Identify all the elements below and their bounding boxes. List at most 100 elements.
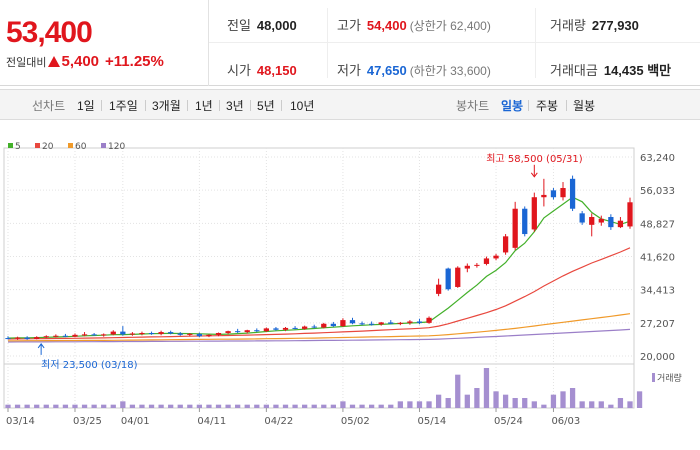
volume-bar: [397, 401, 403, 408]
tab-daily[interactable]: 일봉: [501, 99, 524, 113]
tab-1y[interactable]: 1년: [195, 99, 213, 113]
candle-body: [81, 334, 88, 336]
volume-bar: [502, 394, 509, 408]
candle-body: [541, 194, 547, 198]
candle-body: [215, 332, 222, 335]
tab-weekly[interactable]: 주봉: [536, 99, 559, 113]
legend-swatch-120: [101, 143, 106, 148]
price-box: 53,400 전일대비 5,400 +11.25%: [0, 0, 209, 86]
candle-body: [589, 217, 595, 225]
volume-bar: [550, 394, 557, 408]
volume-bar: [53, 404, 59, 408]
volume-bar: [91, 404, 97, 408]
volume-bar: [340, 401, 346, 408]
volume-bar: [215, 404, 222, 408]
tab-1w[interactable]: 1주일: [109, 99, 138, 113]
candle-body: [493, 255, 499, 259]
candle-body: [177, 333, 183, 335]
candle-body: [579, 213, 585, 223]
volume-bar: [378, 404, 384, 408]
candle-body: [330, 323, 336, 327]
volume-bar: [302, 404, 308, 408]
volume-bar: [617, 398, 624, 408]
volume-bar: [43, 404, 49, 408]
volume-bar: [273, 404, 279, 408]
x-tick-label: 05/24: [494, 416, 523, 427]
candle-body: [139, 332, 145, 334]
stat-low: 저가 47,650 (하한가 33,600): [337, 63, 491, 78]
volume-bar: [455, 374, 461, 408]
current-price: 53,400: [6, 16, 93, 49]
volume-bar: [569, 388, 576, 408]
high-annotation: 최고 58,500 (05/31): [486, 153, 582, 165]
stat-open: 시가 48,150: [227, 63, 297, 78]
volume-bar: [368, 404, 375, 408]
candle-body: [359, 323, 365, 325]
candle-body: [474, 264, 480, 266]
price-summary-panel: 53,400 전일대비 5,400 +11.25% 전일 48,000 고가 54,40…: [0, 0, 700, 86]
candle-body: [254, 330, 260, 332]
volume-bar: [636, 391, 643, 408]
candle-body: [426, 317, 432, 323]
volume-bar: [5, 404, 11, 408]
x-tick-label: 04/22: [264, 416, 293, 427]
volume-bar: [292, 404, 298, 408]
volume-bar: [407, 401, 413, 408]
candle-body: [416, 321, 423, 323]
candle-body: [91, 334, 97, 336]
candle-body: [512, 208, 518, 248]
volume-bar: [349, 404, 356, 408]
volume-bar: [158, 404, 164, 408]
tab-monthly[interactable]: 월봉: [573, 99, 596, 113]
ma5-line: [7, 196, 631, 339]
x-tick-label: 03/14: [6, 416, 35, 427]
candle-body: [24, 337, 30, 339]
candle-body: [206, 334, 212, 337]
legend-label-20: 20: [42, 142, 54, 152]
candle-body: [627, 202, 633, 227]
candle-body: [302, 326, 308, 329]
candle-body: [72, 334, 78, 337]
candle-chart-label: 봉차트: [456, 99, 490, 113]
x-tick-label: 05/14: [417, 416, 446, 427]
volume-bar: [177, 404, 183, 408]
candle-body: [148, 332, 155, 334]
tab-3y[interactable]: 3년: [226, 99, 244, 113]
volume-bar: [110, 404, 116, 408]
volume-bar: [24, 404, 30, 408]
volume-bar: [139, 404, 145, 408]
ma20-line: [7, 247, 631, 340]
candle-body: [560, 188, 566, 198]
tab-3m[interactable]: 3개월: [152, 99, 181, 113]
candle-body: [550, 190, 557, 198]
volume-bar: [589, 401, 595, 408]
candle-body: [349, 320, 356, 324]
x-tick-label: 06/03: [551, 416, 580, 427]
candle-body: [129, 333, 136, 335]
candle-body: [235, 331, 241, 333]
volume-bar: [464, 394, 470, 408]
volume-legend-swatch: [652, 373, 655, 382]
stat-volume: 거래량 277,930: [550, 18, 639, 33]
volume-bar: [235, 404, 241, 408]
legend-swatch-20: [35, 143, 40, 148]
tab-5y[interactable]: 5년: [257, 99, 275, 113]
x-tick-label: 05/02: [341, 416, 370, 427]
y-tick-label: 63,240: [640, 153, 675, 164]
candle-body: [445, 268, 451, 290]
tab-10y[interactable]: 10년: [290, 99, 315, 113]
volume-bar: [512, 398, 518, 408]
volume-bar: [263, 404, 270, 408]
legend-label-60: 60: [75, 142, 87, 152]
up-arrow-icon: [48, 56, 61, 67]
candle-body: [110, 331, 116, 335]
candle-body: [502, 236, 509, 253]
volume-bar: [168, 404, 174, 408]
candle-body: [244, 330, 250, 333]
volume-bar: [426, 401, 432, 408]
volume-bar: [206, 404, 212, 408]
volume-bar: [129, 404, 136, 408]
tab-1d[interactable]: 1일: [77, 99, 95, 113]
change-row: 전일대비 5,400 +11.25%: [6, 53, 164, 71]
